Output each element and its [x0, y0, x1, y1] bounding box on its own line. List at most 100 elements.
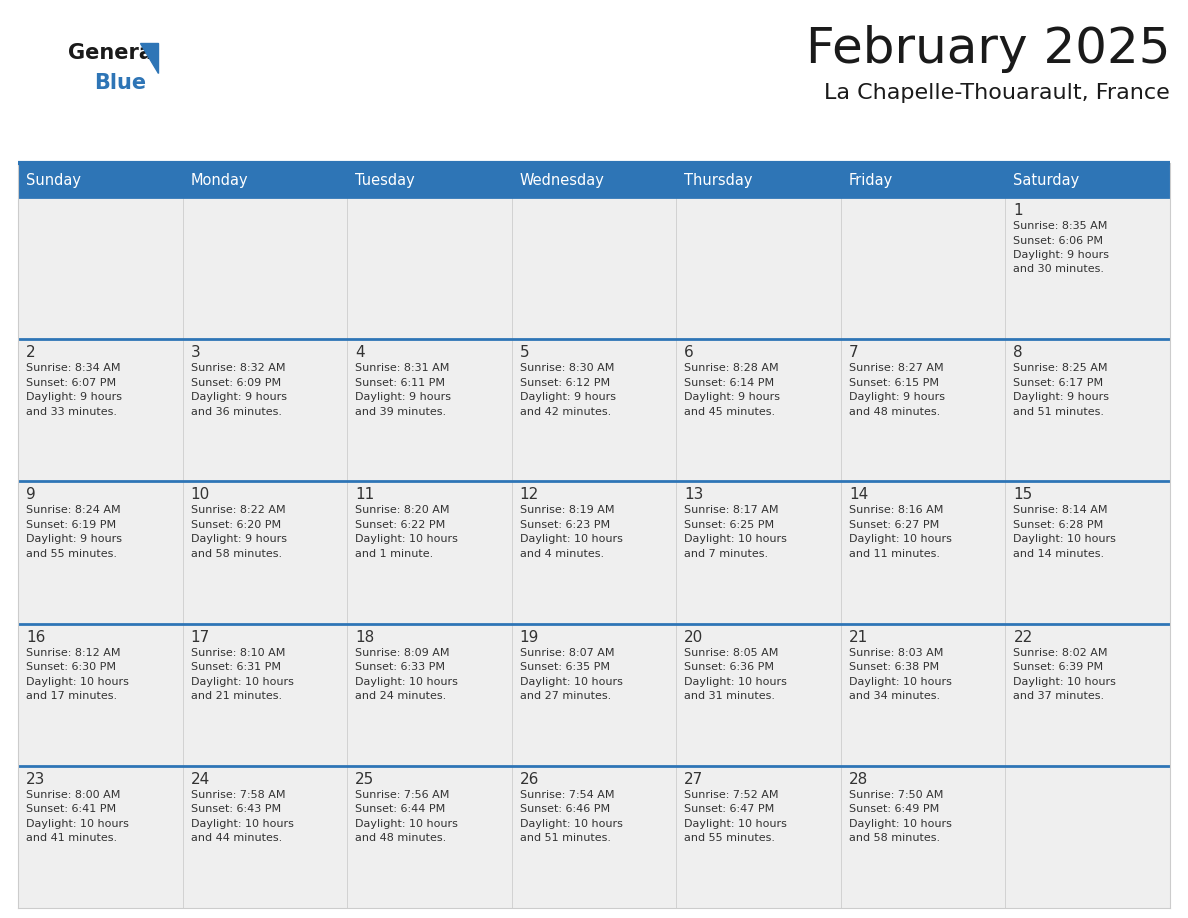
Text: 23: 23 [26, 772, 45, 787]
Bar [676, 197, 841, 339]
Text: and 31 minutes.: and 31 minutes. [684, 691, 776, 701]
Bar [1005, 481, 1170, 623]
Bar [841, 197, 1005, 339]
Bar [1005, 197, 1170, 339]
Text: Saturday: Saturday [1013, 173, 1080, 187]
Text: Sunrise: 8:03 AM: Sunrise: 8:03 AM [849, 647, 943, 657]
Text: Daylight: 9 hours: Daylight: 9 hours [849, 392, 944, 402]
Text: 6: 6 [684, 345, 694, 360]
Text: Daylight: 10 hours: Daylight: 10 hours [519, 677, 623, 687]
Text: Sunset: 6:06 PM: Sunset: 6:06 PM [1013, 236, 1104, 245]
Text: and 34 minutes.: and 34 minutes. [849, 691, 940, 701]
Bar [1005, 623, 1170, 766]
Bar [183, 197, 347, 339]
Bar [841, 339, 1005, 481]
Text: Sunrise: 7:56 AM: Sunrise: 7:56 AM [355, 789, 449, 800]
Text: 3: 3 [190, 345, 201, 360]
Bar [1005, 339, 1170, 481]
Bar [18, 163, 183, 197]
Bar [512, 481, 676, 623]
Text: and 39 minutes.: and 39 minutes. [355, 407, 447, 417]
Text: 1: 1 [1013, 203, 1023, 218]
Bar [347, 481, 512, 623]
Text: Sunrise: 7:50 AM: Sunrise: 7:50 AM [849, 789, 943, 800]
Bar [676, 623, 841, 766]
Text: Sunrise: 8:32 AM: Sunrise: 8:32 AM [190, 364, 285, 374]
Text: and 51 minutes.: and 51 minutes. [519, 834, 611, 844]
Text: 16: 16 [26, 630, 45, 644]
Text: Sunset: 6:23 PM: Sunset: 6:23 PM [519, 520, 609, 530]
Text: and 45 minutes.: and 45 minutes. [684, 407, 776, 417]
Bar [18, 623, 183, 766]
Bar [183, 339, 347, 481]
Text: Sunset: 6:11 PM: Sunset: 6:11 PM [355, 377, 446, 387]
Text: Daylight: 9 hours: Daylight: 9 hours [1013, 250, 1110, 260]
Text: Sunset: 6:07 PM: Sunset: 6:07 PM [26, 377, 116, 387]
Text: Daylight: 9 hours: Daylight: 9 hours [355, 392, 451, 402]
Text: Daylight: 10 hours: Daylight: 10 hours [190, 677, 293, 687]
Text: and 58 minutes.: and 58 minutes. [849, 834, 940, 844]
Text: and 27 minutes.: and 27 minutes. [519, 691, 611, 701]
Text: and 21 minutes.: and 21 minutes. [190, 691, 282, 701]
Text: Sunrise: 8:20 AM: Sunrise: 8:20 AM [355, 506, 449, 515]
Text: Thursday: Thursday [684, 173, 753, 187]
Bar [841, 481, 1005, 623]
Text: and 24 minutes.: and 24 minutes. [355, 691, 447, 701]
Text: La Chapelle-Thouarault, France: La Chapelle-Thouarault, France [824, 83, 1170, 103]
Bar [347, 766, 512, 908]
Text: Sunrise: 8:09 AM: Sunrise: 8:09 AM [355, 647, 449, 657]
Text: Sunrise: 7:58 AM: Sunrise: 7:58 AM [190, 789, 285, 800]
Text: Sunset: 6:28 PM: Sunset: 6:28 PM [1013, 520, 1104, 530]
Text: Wednesday: Wednesday [519, 173, 605, 187]
Text: Daylight: 10 hours: Daylight: 10 hours [355, 677, 459, 687]
Text: Daylight: 10 hours: Daylight: 10 hours [355, 534, 459, 544]
Text: 15: 15 [1013, 487, 1032, 502]
Bar [512, 766, 676, 908]
Bar [183, 163, 347, 197]
Text: Sunset: 6:20 PM: Sunset: 6:20 PM [190, 520, 280, 530]
Text: Daylight: 9 hours: Daylight: 9 hours [684, 392, 781, 402]
Text: Tuesday: Tuesday [355, 173, 415, 187]
Bar [18, 766, 183, 908]
Text: 10: 10 [190, 487, 210, 502]
Bar [676, 339, 841, 481]
Text: and 44 minutes.: and 44 minutes. [190, 834, 282, 844]
Text: Sunset: 6:49 PM: Sunset: 6:49 PM [849, 804, 939, 814]
Text: and 55 minutes.: and 55 minutes. [684, 834, 776, 844]
Text: Sunset: 6:25 PM: Sunset: 6:25 PM [684, 520, 775, 530]
Text: and 1 minute.: and 1 minute. [355, 549, 434, 559]
Bar [183, 766, 347, 908]
Text: Daylight: 10 hours: Daylight: 10 hours [684, 677, 788, 687]
Text: Sunset: 6:43 PM: Sunset: 6:43 PM [190, 804, 280, 814]
Text: and 11 minutes.: and 11 minutes. [849, 549, 940, 559]
Text: 21: 21 [849, 630, 868, 644]
Text: 20: 20 [684, 630, 703, 644]
Text: Sunset: 6:19 PM: Sunset: 6:19 PM [26, 520, 116, 530]
Text: Sunrise: 8:07 AM: Sunrise: 8:07 AM [519, 647, 614, 657]
Text: Daylight: 10 hours: Daylight: 10 hours [26, 819, 128, 829]
Text: Sunrise: 8:00 AM: Sunrise: 8:00 AM [26, 789, 120, 800]
Text: Sunrise: 8:28 AM: Sunrise: 8:28 AM [684, 364, 779, 374]
Bar [347, 163, 512, 197]
Text: and 42 minutes.: and 42 minutes. [519, 407, 611, 417]
Bar [512, 623, 676, 766]
Text: and 58 minutes.: and 58 minutes. [190, 549, 282, 559]
Bar [18, 481, 183, 623]
Text: Sunset: 6:46 PM: Sunset: 6:46 PM [519, 804, 609, 814]
Bar [183, 481, 347, 623]
Text: 27: 27 [684, 772, 703, 787]
Text: 12: 12 [519, 487, 539, 502]
Text: and 48 minutes.: and 48 minutes. [355, 834, 447, 844]
Text: Sunset: 6:36 PM: Sunset: 6:36 PM [684, 662, 775, 672]
Text: Sunrise: 8:02 AM: Sunrise: 8:02 AM [1013, 647, 1108, 657]
Text: and 7 minutes.: and 7 minutes. [684, 549, 769, 559]
Text: 24: 24 [190, 772, 210, 787]
Text: Sunday: Sunday [26, 173, 81, 187]
Bar [841, 766, 1005, 908]
Text: Sunrise: 8:19 AM: Sunrise: 8:19 AM [519, 506, 614, 515]
Text: Sunset: 6:17 PM: Sunset: 6:17 PM [1013, 377, 1104, 387]
Text: Sunset: 6:27 PM: Sunset: 6:27 PM [849, 520, 939, 530]
Text: Blue: Blue [94, 73, 146, 93]
Bar [676, 766, 841, 908]
Text: Daylight: 9 hours: Daylight: 9 hours [26, 534, 122, 544]
